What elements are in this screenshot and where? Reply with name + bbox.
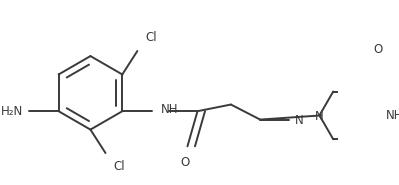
Text: NH: NH (161, 103, 178, 116)
Text: N: N (315, 110, 324, 123)
Text: NH: NH (386, 109, 399, 122)
Text: N: N (295, 114, 304, 127)
Text: O: O (373, 43, 383, 56)
Text: O: O (180, 156, 190, 169)
Text: H₂N: H₂N (0, 105, 23, 118)
Text: Cl: Cl (146, 31, 157, 44)
Text: Cl: Cl (114, 160, 125, 173)
